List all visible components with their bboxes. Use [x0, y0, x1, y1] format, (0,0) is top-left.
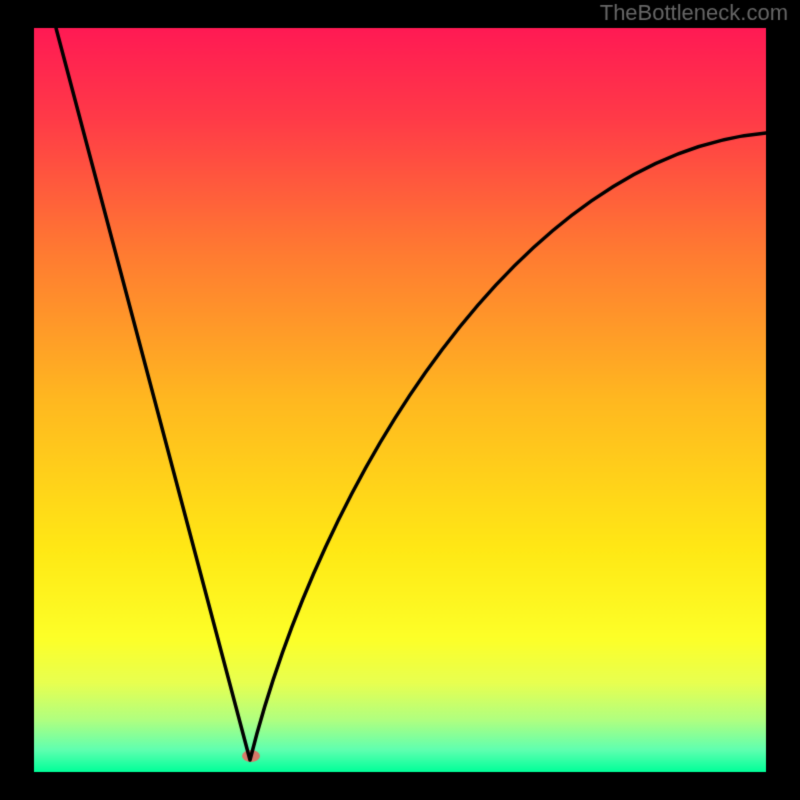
bottleneck-chart-canvas	[0, 0, 800, 800]
